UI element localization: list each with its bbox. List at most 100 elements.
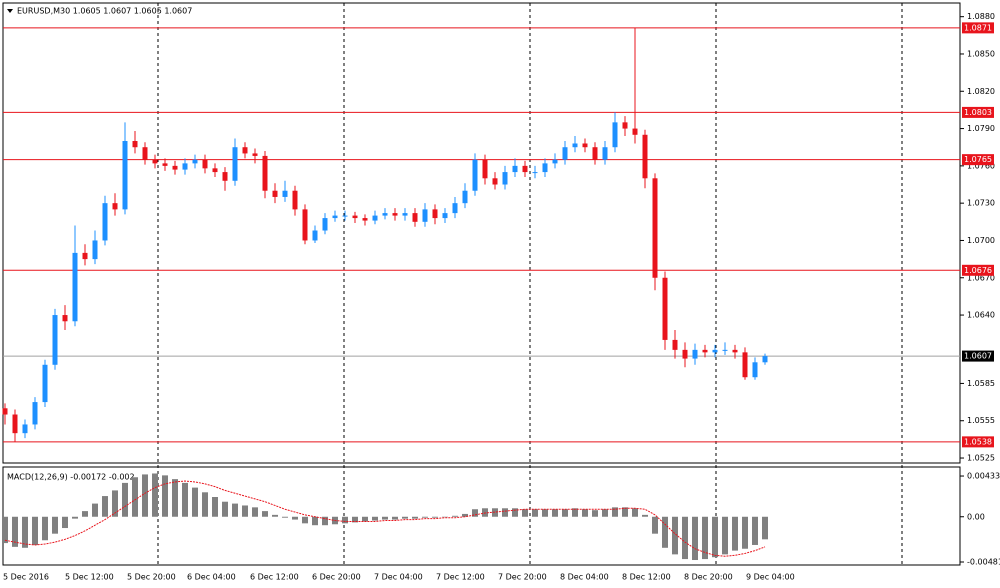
macd-bar bbox=[72, 516, 78, 519]
macd-bar bbox=[22, 516, 28, 548]
x-tick-label: 6 Dec 12:00 bbox=[250, 573, 299, 582]
macd-bar bbox=[592, 510, 598, 517]
x-tick-label: 7 Dec 20:00 bbox=[498, 573, 547, 582]
candle-body bbox=[442, 213, 448, 219]
candle-body bbox=[272, 190, 278, 197]
macd-bar bbox=[412, 516, 418, 519]
candle-body bbox=[362, 218, 368, 221]
macd-bar bbox=[162, 475, 168, 517]
macd-bar bbox=[222, 501, 228, 517]
candle-body bbox=[482, 159, 488, 179]
macd-y-tick-label: 0.00 bbox=[967, 512, 985, 521]
candle-body bbox=[472, 159, 478, 191]
macd-bar bbox=[102, 496, 108, 517]
macd-bar bbox=[742, 516, 748, 549]
candle-body bbox=[492, 178, 498, 185]
macd-bar bbox=[472, 509, 478, 517]
macd-bar bbox=[252, 507, 258, 517]
macd-bar bbox=[82, 511, 88, 517]
macd-bar bbox=[62, 516, 68, 529]
candle-body bbox=[262, 155, 268, 191]
macd-bar bbox=[282, 516, 288, 518]
macd-bar bbox=[262, 511, 268, 517]
candle-body bbox=[142, 147, 148, 160]
x-tick-label: 8 Dec 12:00 bbox=[622, 573, 671, 582]
x-tick-label: 6 Dec 04:00 bbox=[187, 573, 236, 582]
macd-bar bbox=[582, 509, 588, 517]
macd-bar bbox=[362, 516, 368, 522]
candle-body bbox=[522, 165, 528, 173]
candle-body bbox=[112, 203, 118, 210]
candle-body bbox=[742, 352, 748, 378]
y-tick-label: 1.0555 bbox=[967, 416, 995, 425]
candle-body bbox=[452, 203, 458, 214]
candle-body bbox=[612, 122, 618, 148]
macd-bar bbox=[552, 509, 558, 517]
macd-bar bbox=[192, 487, 198, 517]
candle-body bbox=[712, 349, 718, 353]
candle-body bbox=[12, 414, 18, 434]
candle-body bbox=[552, 159, 558, 164]
candle-body bbox=[372, 215, 378, 221]
candle-body bbox=[152, 159, 158, 164]
macd-bar bbox=[452, 515, 458, 517]
macd-bar bbox=[202, 492, 208, 517]
macd-bar bbox=[752, 516, 758, 545]
macd-bar bbox=[462, 513, 468, 517]
macd-bar bbox=[402, 516, 408, 519]
macd-bar bbox=[672, 516, 678, 555]
macd-bar bbox=[432, 516, 438, 518]
candle-body bbox=[622, 122, 628, 129]
macd-bar bbox=[652, 516, 658, 534]
macd-bar bbox=[42, 516, 48, 541]
candle-body bbox=[312, 230, 318, 241]
candle-body bbox=[562, 147, 568, 160]
candle-body bbox=[412, 213, 418, 222]
y-tick-label: 1.0640 bbox=[967, 311, 995, 320]
candle-body bbox=[92, 240, 98, 260]
macd-bar bbox=[32, 516, 38, 545]
candle-body bbox=[672, 339, 678, 350]
macd-bar bbox=[322, 516, 328, 526]
candle-body bbox=[122, 141, 128, 210]
candle-body bbox=[302, 209, 308, 241]
macd-bar bbox=[622, 507, 628, 517]
candle-body bbox=[532, 172, 538, 174]
candle-body bbox=[72, 252, 78, 322]
candle-body bbox=[542, 163, 548, 173]
candle-body bbox=[512, 165, 518, 173]
level-label: 1.0803 bbox=[964, 108, 992, 117]
macd-bar bbox=[352, 516, 358, 523]
candle-body bbox=[592, 147, 598, 160]
candle-body bbox=[652, 178, 658, 278]
macd-bar bbox=[232, 503, 238, 517]
macd-bar bbox=[682, 516, 688, 560]
chart-title: EURUSD,M30 1.0605 1.0607 1.0605 1.0607 bbox=[17, 7, 192, 16]
level-tag bbox=[962, 154, 994, 166]
level-tag bbox=[962, 22, 994, 34]
current-price-tag bbox=[962, 350, 994, 362]
y-tick-label: 1.0525 bbox=[967, 454, 995, 463]
candle-body bbox=[342, 215, 348, 217]
candle-body bbox=[332, 215, 338, 219]
candle-body bbox=[82, 252, 88, 260]
candle-body bbox=[422, 209, 428, 222]
macd-bar bbox=[312, 516, 318, 526]
candle-body bbox=[642, 134, 648, 179]
candle-body bbox=[462, 190, 468, 204]
candle-body bbox=[282, 190, 288, 197]
candle-body bbox=[192, 159, 198, 164]
candle-body bbox=[352, 215, 358, 219]
macd-bar bbox=[762, 516, 768, 540]
x-tick-label: 5 Dec 20:00 bbox=[127, 573, 176, 582]
x-tick-label: 5 Dec 2016 bbox=[3, 573, 49, 582]
macd-bar bbox=[602, 509, 608, 517]
level-tag bbox=[962, 436, 994, 448]
candle-body bbox=[232, 147, 238, 181]
macd-bar bbox=[632, 508, 638, 517]
level-label: 1.0538 bbox=[964, 437, 992, 446]
macd-bar bbox=[172, 479, 178, 517]
main-panel bbox=[2, 2, 961, 464]
y-tick-label: 1.0670 bbox=[967, 273, 995, 282]
candle-body bbox=[2, 408, 8, 415]
